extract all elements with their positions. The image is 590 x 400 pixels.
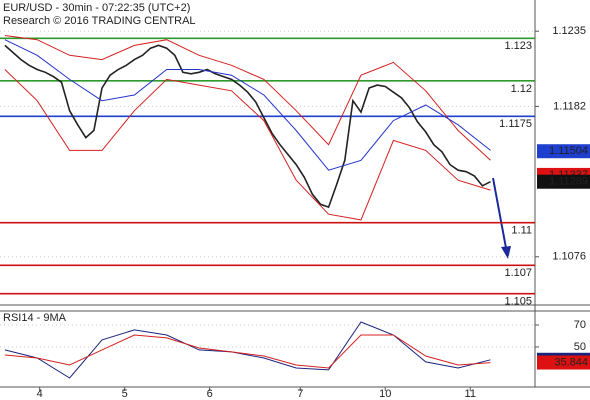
price-box <box>537 355 590 370</box>
level-label: 1.105 <box>504 296 532 308</box>
level-label: 1.11 <box>511 225 532 237</box>
x-tick-label: 4 <box>37 388 43 400</box>
y-tick-label: 1.1182 <box>553 100 586 112</box>
y-tick-label: 1.1235 <box>552 25 586 37</box>
series-line <box>4 334 491 369</box>
price-box-label: 1.11289 <box>549 176 588 188</box>
x-tick-label: 6 <box>207 388 213 400</box>
series-line <box>4 35 491 161</box>
chart-title: EUR/USD - 30min - 07:22:35 (UTC+2) <box>3 2 190 14</box>
forecast-arrow <box>492 177 511 259</box>
level-label: 1.1175 <box>499 118 532 130</box>
level-label: 1.123 <box>504 40 532 52</box>
rsi-title: RSI14 - 9MA <box>3 312 67 324</box>
series-line <box>4 321 491 379</box>
chart-subtitle: Research © 2016 TRADING CENTRAL <box>3 15 196 27</box>
x-tick-label: 5 <box>122 388 128 400</box>
x-tick-label: 10 <box>379 388 391 400</box>
series-line <box>4 44 491 209</box>
y-tick-label: 70 <box>574 319 586 331</box>
y-tick-label: 50 <box>574 341 586 353</box>
level-label: 1.107 <box>504 267 532 279</box>
price-box <box>537 174 590 189</box>
x-tick-label: 7 <box>297 388 303 400</box>
level-label: 1.12 <box>511 83 532 95</box>
price-box <box>537 144 590 159</box>
series-line <box>4 39 491 171</box>
x-tick-label: 11 <box>465 388 476 400</box>
price-box-label: 1.11504 <box>549 145 588 157</box>
series-line <box>4 69 491 221</box>
price-box-label: 35.844 <box>554 356 588 368</box>
y-tick-label: 1.1076 <box>552 251 586 263</box>
